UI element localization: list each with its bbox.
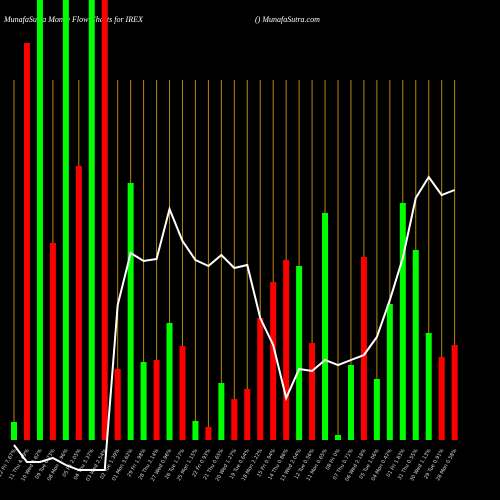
bar	[347, 365, 354, 440]
chart-subtitle: () MunafaSutra.com	[255, 15, 320, 24]
bar	[11, 422, 17, 440]
bar	[335, 435, 341, 440]
bar	[373, 379, 380, 440]
bar	[257, 318, 264, 440]
bar	[283, 260, 290, 440]
bar	[49, 243, 56, 440]
bar	[244, 389, 251, 440]
bar	[192, 421, 199, 440]
bar	[322, 213, 329, 440]
bar	[296, 266, 303, 440]
bar	[75, 166, 82, 440]
bar	[360, 257, 367, 440]
bar	[127, 183, 134, 440]
bar	[205, 427, 212, 440]
bar	[270, 282, 277, 440]
bar	[386, 304, 393, 440]
bar	[399, 203, 406, 440]
bar	[36, 0, 43, 440]
bar	[309, 343, 316, 440]
bar	[412, 250, 419, 440]
bar	[438, 357, 445, 440]
bar	[153, 360, 160, 440]
bar	[140, 362, 147, 440]
bar	[114, 369, 121, 440]
bar	[166, 323, 173, 440]
bar	[231, 399, 238, 440]
chart-title: MunafaSutra Money Flow Charts for IREX	[3, 15, 144, 24]
bar	[451, 345, 458, 440]
bar	[88, 0, 95, 440]
bar	[23, 43, 30, 440]
bar	[218, 383, 225, 440]
price-line	[13, 175, 455, 471]
bar	[62, 0, 69, 440]
bar	[179, 346, 186, 440]
bar	[425, 333, 432, 440]
bar	[101, 0, 108, 440]
